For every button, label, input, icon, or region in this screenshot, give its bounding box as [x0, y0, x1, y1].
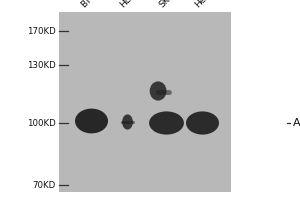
- Text: HL-60: HL-60: [118, 0, 143, 9]
- Ellipse shape: [149, 111, 184, 135]
- Text: 100KD: 100KD: [27, 118, 56, 128]
- Text: AKAP8: AKAP8: [292, 118, 300, 128]
- Text: 170KD: 170KD: [27, 26, 56, 36]
- Ellipse shape: [186, 111, 219, 135]
- Bar: [58, 12, 231, 192]
- Text: HeLa: HeLa: [193, 0, 216, 9]
- Text: 70KD: 70KD: [32, 180, 56, 190]
- Text: 130KD: 130KD: [27, 60, 56, 70]
- Ellipse shape: [122, 114, 133, 130]
- Text: SKOV3: SKOV3: [157, 0, 184, 9]
- Ellipse shape: [75, 109, 108, 133]
- Text: BT474: BT474: [79, 0, 106, 9]
- Ellipse shape: [150, 81, 166, 101]
